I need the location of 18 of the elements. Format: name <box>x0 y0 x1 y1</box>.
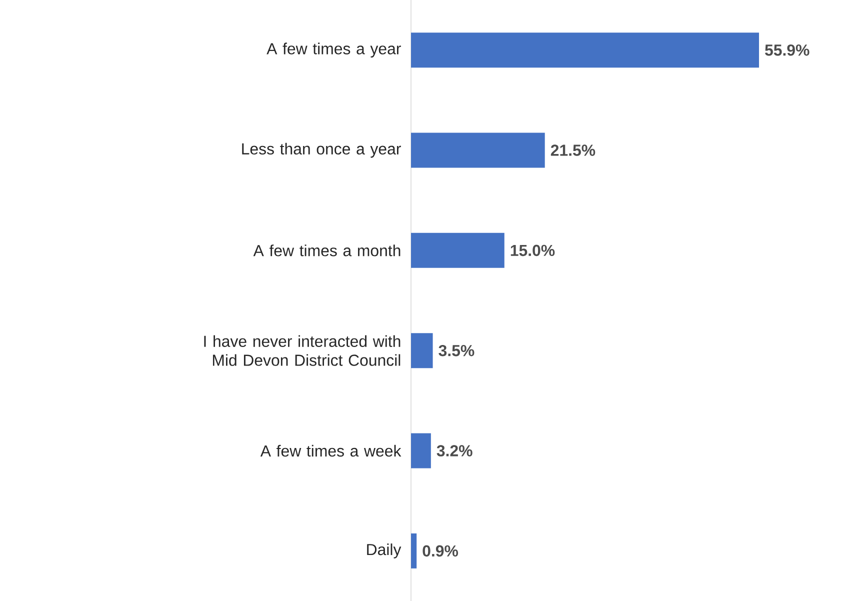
data-label: 21.5% <box>550 144 596 156</box>
y-tick-label: Less than once a year <box>242 142 401 158</box>
y-tick-label: A few times a month <box>253 244 400 256</box>
bar <box>411 333 433 368</box>
bar <box>411 32 760 68</box>
bar <box>411 433 431 468</box>
data-label: 15.0% <box>510 244 555 256</box>
data-label: 55.9% <box>765 44 810 56</box>
data-label: 3.2% <box>436 445 472 456</box>
bar <box>411 533 417 568</box>
y-tick-label: A few times a year <box>266 42 401 58</box>
y-tick-label: Daily <box>367 544 402 558</box>
bar <box>411 232 504 268</box>
bar <box>411 132 545 168</box>
y-tick-label: A few times a week <box>260 444 402 457</box>
data-label: 3.5% <box>438 344 474 356</box>
y-tick-label: I have never interacted with Mid Devon District Council <box>204 335 400 366</box>
data-label: 0.9% <box>422 545 458 557</box>
